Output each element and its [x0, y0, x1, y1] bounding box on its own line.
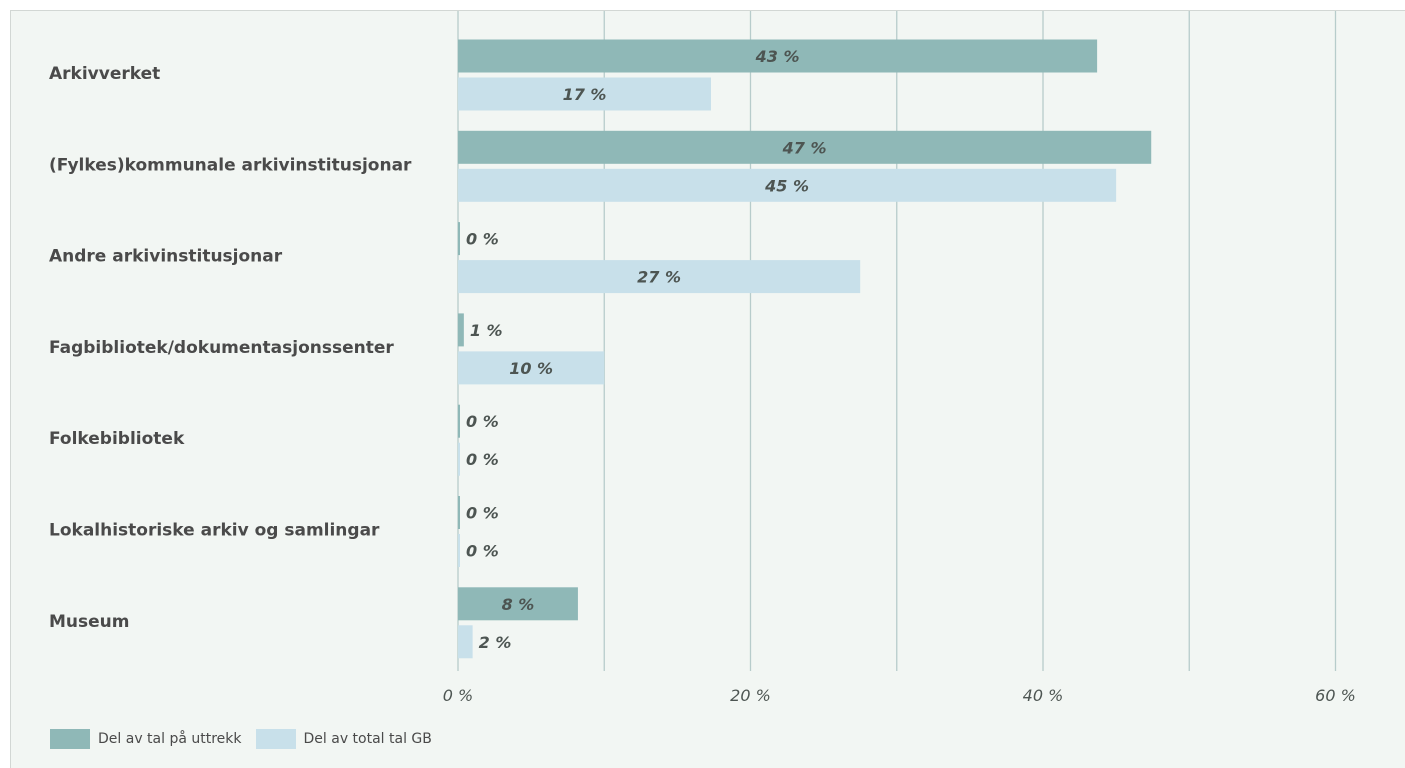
data-label: 1 % — [470, 321, 503, 340]
chart-legend: Del av tal på uttrekk Del av total tal G… — [50, 729, 432, 749]
x-tick-label: 40 % — [1023, 686, 1064, 705]
legend-item-gb: Del av total tal GB — [255, 729, 432, 749]
chart-frame: 0 % 20 % 40 % 60 % Arkivverket 43 % 17 % (Fylke… — [10, 10, 1405, 768]
bar — [458, 313, 464, 347]
data-label: 2 % — [479, 633, 512, 652]
data-label: 27 % — [637, 268, 681, 287]
category-label: Folkebibliotek — [49, 429, 185, 449]
bar — [458, 534, 460, 567]
category-label: Fagbibliotek/dokumentasjonssenter — [49, 338, 394, 358]
bar — [458, 222, 460, 256]
category-label: (Fylkes)kommunale arkivinstitusjonar — [49, 155, 412, 175]
bars — [458, 39, 1152, 659]
data-label: 45 % — [764, 176, 809, 195]
legend-label-uttrekk: Del av tal på uttrekk — [98, 731, 242, 747]
legend-swatch-uttrekk — [50, 729, 90, 749]
data-label: 0 % — [466, 450, 499, 469]
bar-chart: 0 % 20 % 40 % 60 % Arkivverket 43 % 17 % (Fylke… — [49, 11, 1356, 705]
bar — [458, 77, 712, 111]
data-label: 0 % — [466, 412, 499, 431]
x-tick-label: 0 % — [443, 686, 473, 705]
data-label: 0 % — [466, 230, 499, 249]
grid-lines — [457, 11, 1337, 671]
bar — [458, 404, 460, 438]
data-label: 0 % — [466, 542, 499, 561]
category-label: Andre arkivinstitusjonar — [49, 247, 283, 267]
bar — [458, 168, 1117, 202]
bar — [458, 442, 460, 476]
bar — [458, 130, 1152, 164]
bar — [458, 39, 1098, 73]
legend-label-gb: Del av total tal GB — [303, 731, 432, 747]
bar — [458, 260, 861, 294]
bar — [458, 496, 460, 529]
category-label: Lokalhistoriske arkiv og samlingar — [49, 521, 380, 541]
data-label: 43 % — [755, 47, 800, 66]
legend-item-uttrekk: Del av tal på uttrekk — [50, 729, 242, 749]
x-tick-label: 60 % — [1315, 686, 1356, 705]
data-label: 10 % — [509, 359, 553, 378]
data-label: 8 % — [502, 595, 535, 614]
category-label: Arkivverket — [49, 64, 160, 84]
bar — [458, 587, 578, 621]
data-label: 47 % — [782, 138, 827, 157]
x-tick-label: 20 % — [730, 686, 771, 705]
bar — [458, 625, 473, 659]
data-label: 0 % — [466, 504, 499, 523]
bar — [458, 351, 605, 385]
legend-swatch-gb — [255, 729, 296, 749]
data-label: 17 % — [563, 85, 607, 104]
category-label: Museum — [49, 612, 129, 632]
labels: 0 % 20 % 40 % 60 % Arkivverket 43 % 17 % (Fylke… — [49, 47, 1356, 705]
